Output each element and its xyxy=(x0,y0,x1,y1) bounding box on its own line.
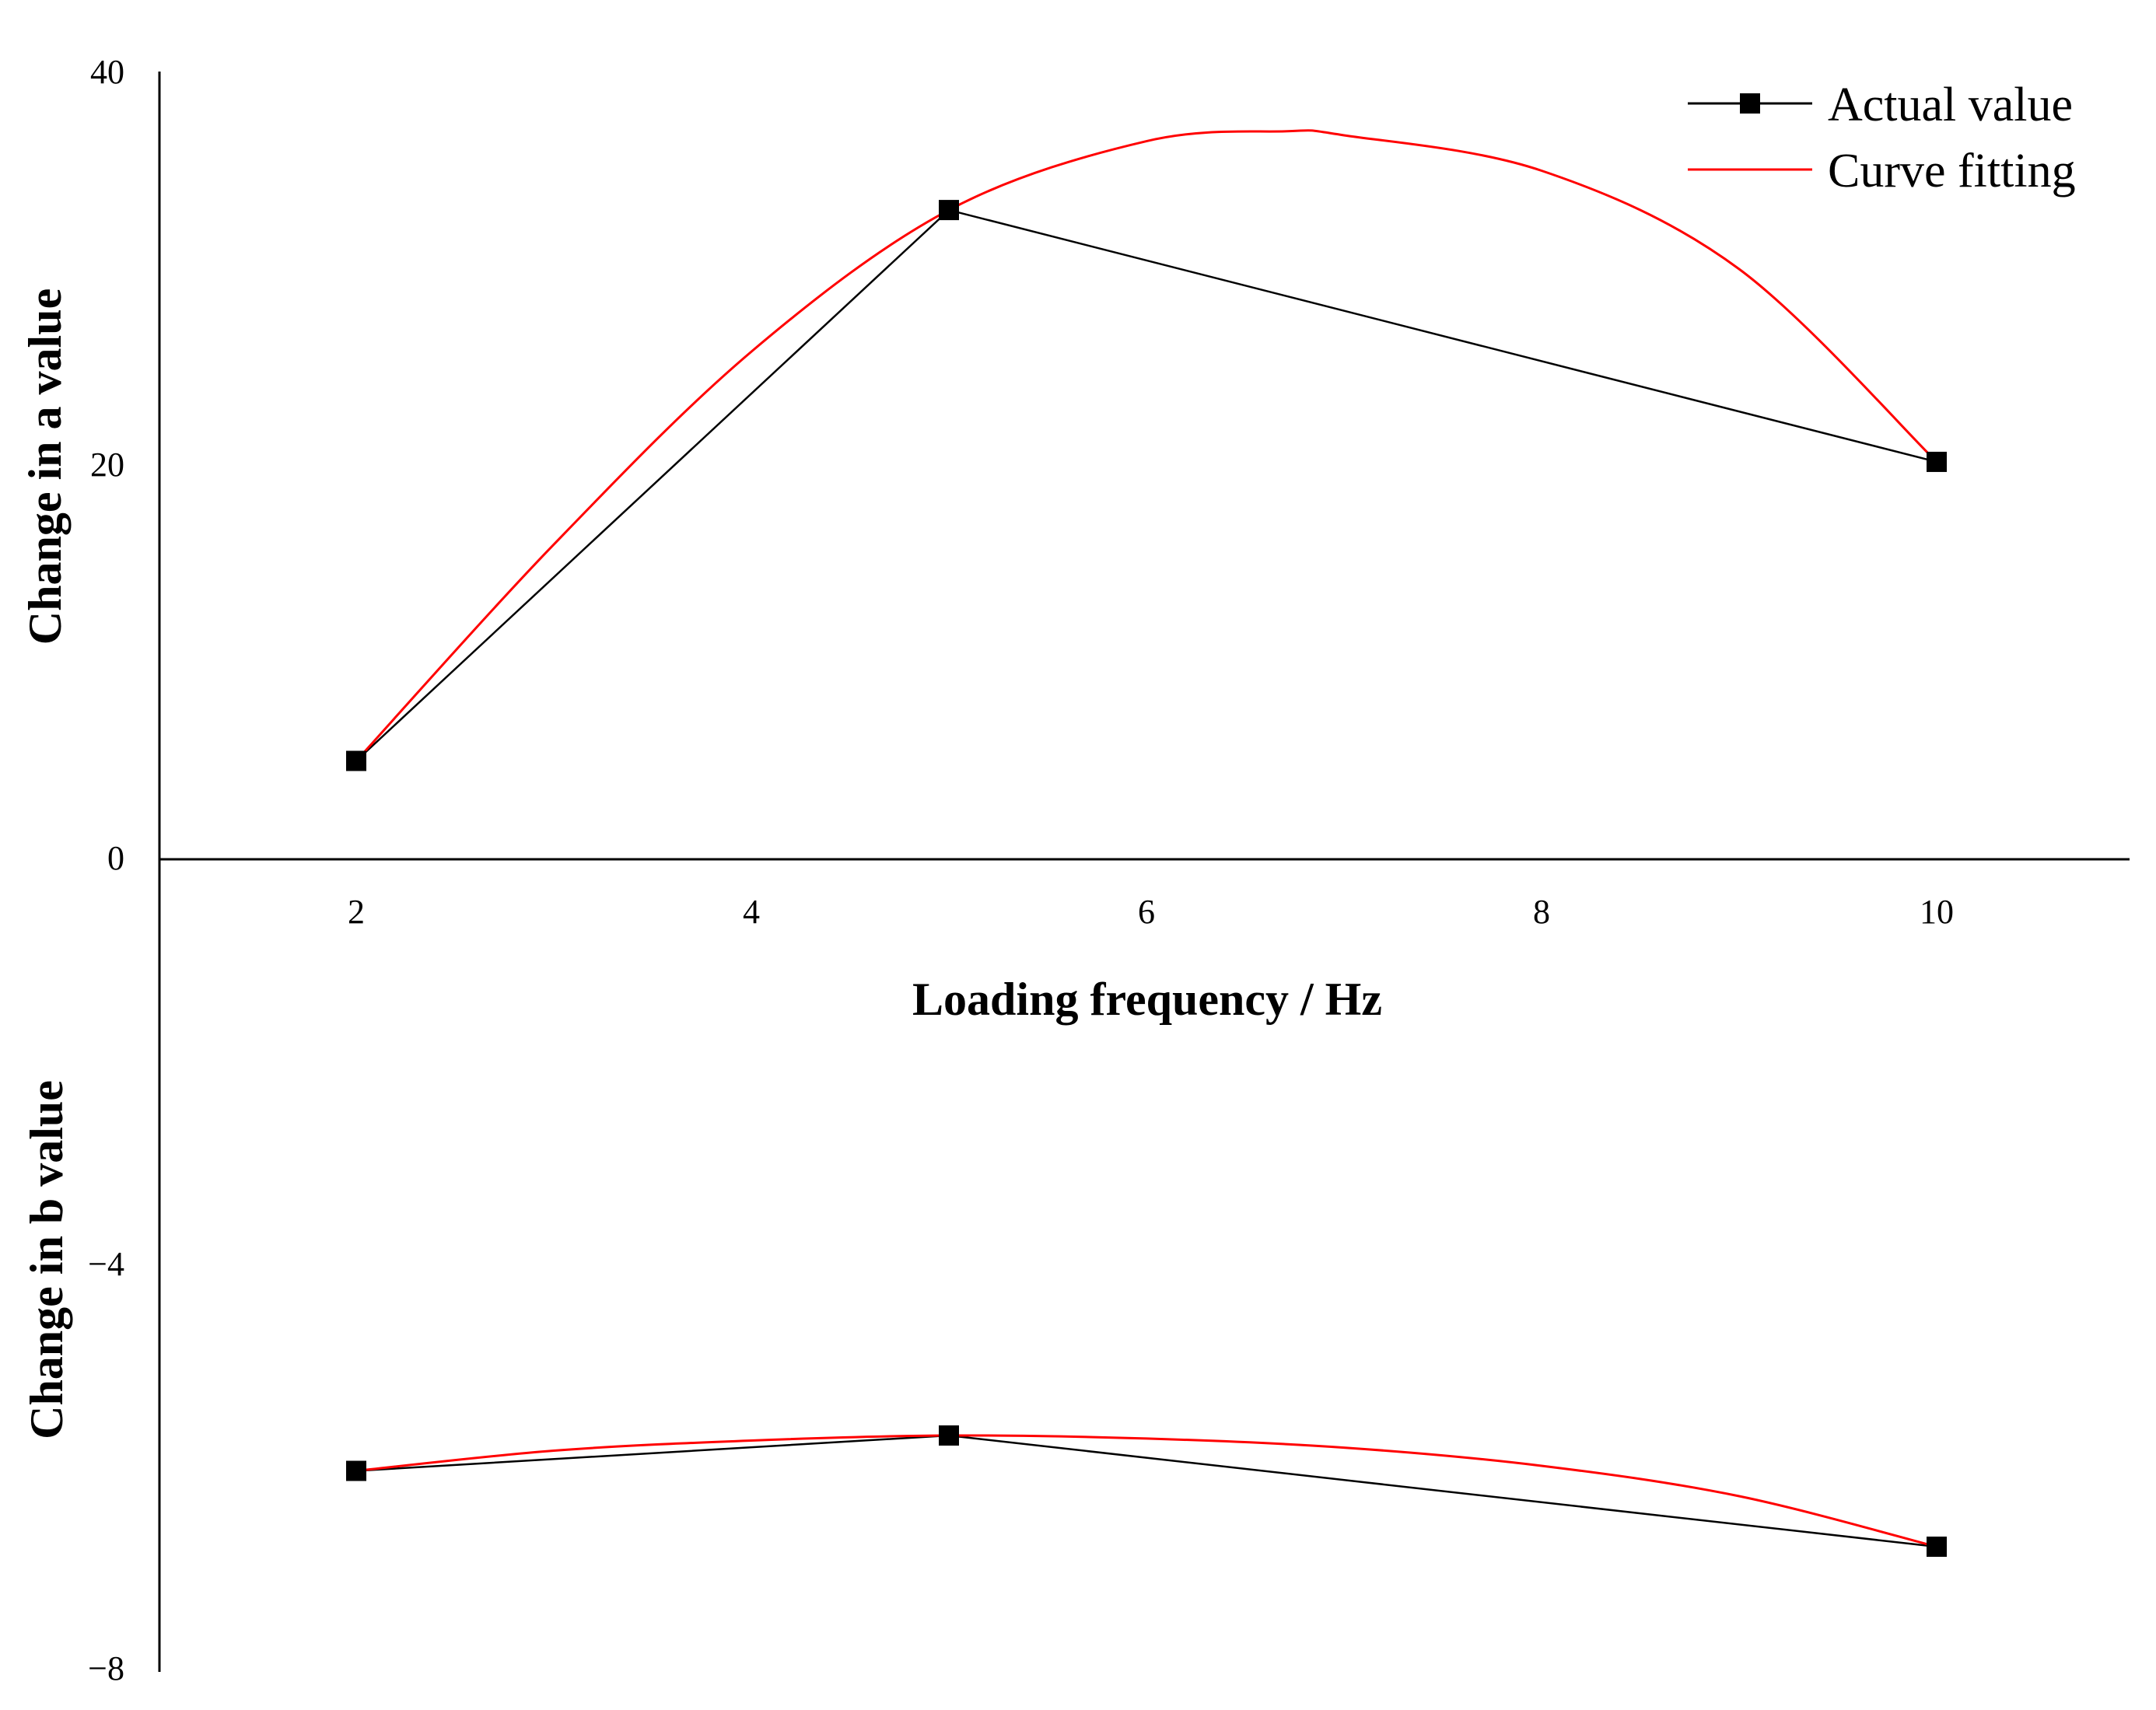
fit-curve-b xyxy=(355,1434,1937,1548)
y-axis-title-a: Change in a value xyxy=(19,288,71,645)
x-tick-label-6: 6 xyxy=(1138,893,1155,931)
axes xyxy=(158,72,2130,1672)
y-tick-label-0: 0 xyxy=(107,839,124,877)
x-tick-label-10: 10 xyxy=(1920,893,1954,931)
x-tick-labels: 2 4 6 8 10 xyxy=(348,893,1954,931)
y-tick-label-minus-8: −8 xyxy=(88,1649,124,1687)
actual-point-a-2 xyxy=(1927,451,1947,472)
x-tick-label-4: 4 xyxy=(743,893,760,931)
y-tick-label-40: 40 xyxy=(90,53,124,91)
actual-line-a xyxy=(355,208,1937,762)
actual-point-b-0 xyxy=(346,1460,366,1481)
legend-actual-label: Actual value xyxy=(1828,79,2073,131)
legend: Actual value Curve fitting xyxy=(1688,79,2076,198)
legend-fit-label: Curve fitting xyxy=(1828,145,2076,198)
legend-actual-marker xyxy=(1740,93,1760,114)
series-layer xyxy=(346,129,1947,1557)
x-tick-label-8: 8 xyxy=(1533,893,1550,931)
actual-point-b-1 xyxy=(939,1425,959,1446)
y-axis-title-b: Change in b value xyxy=(21,1080,72,1439)
fit-curve-a xyxy=(355,129,1938,762)
y-tick-labels-a: 40 20 0 xyxy=(90,53,124,877)
x-tick-label-2: 2 xyxy=(348,893,365,931)
actual-point-a-1 xyxy=(939,200,959,221)
y-tick-labels-b: −4 −8 xyxy=(88,1245,124,1687)
x-axis-title: Loading frequency / Hz xyxy=(912,974,1382,1025)
y-tick-label-20: 20 xyxy=(90,446,124,484)
actual-point-b-2 xyxy=(1927,1537,1947,1557)
actual-line-b xyxy=(355,1434,1937,1548)
actual-point-a-0 xyxy=(346,750,366,771)
y-tick-label-minus-4: −4 xyxy=(88,1245,124,1283)
